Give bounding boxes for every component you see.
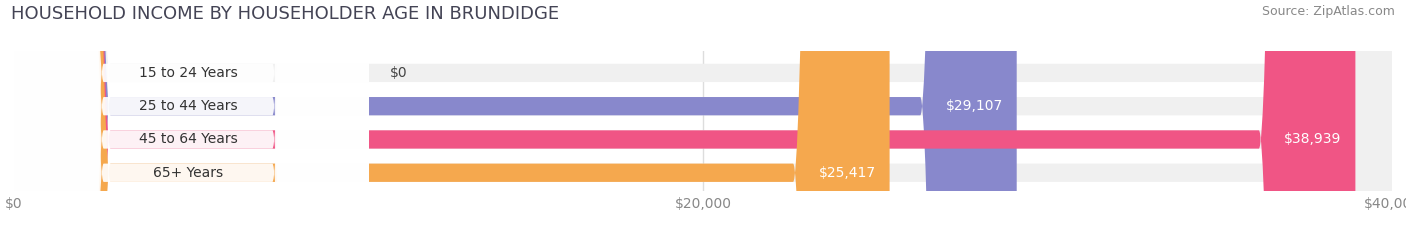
Text: 25 to 44 Years: 25 to 44 Years <box>139 99 238 113</box>
FancyBboxPatch shape <box>7 0 368 233</box>
Text: 65+ Years: 65+ Years <box>153 166 224 180</box>
FancyBboxPatch shape <box>7 0 368 233</box>
Text: $25,417: $25,417 <box>818 166 876 180</box>
Text: Source: ZipAtlas.com: Source: ZipAtlas.com <box>1261 5 1395 18</box>
FancyBboxPatch shape <box>7 0 368 233</box>
Text: 15 to 24 Years: 15 to 24 Years <box>139 66 238 80</box>
FancyBboxPatch shape <box>14 0 1392 233</box>
FancyBboxPatch shape <box>7 0 368 233</box>
Text: HOUSEHOLD INCOME BY HOUSEHOLDER AGE IN BRUNDIDGE: HOUSEHOLD INCOME BY HOUSEHOLDER AGE IN B… <box>11 5 560 23</box>
FancyBboxPatch shape <box>14 0 1392 233</box>
FancyBboxPatch shape <box>14 0 1017 233</box>
Text: 45 to 64 Years: 45 to 64 Years <box>139 133 238 147</box>
FancyBboxPatch shape <box>14 0 1392 233</box>
FancyBboxPatch shape <box>14 0 1392 233</box>
Text: $38,939: $38,939 <box>1284 133 1341 147</box>
FancyBboxPatch shape <box>14 0 890 233</box>
Text: $0: $0 <box>389 66 408 80</box>
Text: $29,107: $29,107 <box>946 99 1002 113</box>
FancyBboxPatch shape <box>14 0 1355 233</box>
